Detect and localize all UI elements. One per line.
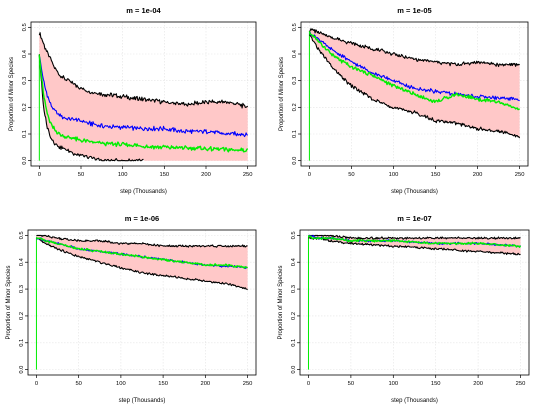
panel-title: m = 1e-04 [126,6,161,15]
plot-frame [30,21,257,167]
x-tick-label: 250 [243,381,253,387]
x-tick-label: 250 [243,172,253,178]
x-tick-label: 0 [308,172,311,178]
x-tick-label: 200 [473,172,483,178]
range-band [36,235,248,290]
x-tick-label: 150 [158,381,168,387]
x-axis-label: step (Thousands) [391,189,438,195]
panel-title: m = 1e-05 [397,6,431,15]
x-tick-label: 150 [431,381,441,387]
x-tick-label: 100 [118,172,128,178]
series-line-2 [308,31,520,102]
panel-title: m = 1e-07 [397,214,431,223]
y-tick-label: 0.0 [291,366,297,374]
y-tick-label: 0.3 [292,77,298,85]
y-tick-label: 0.5 [291,231,297,239]
x-axis-label: step (Thousands) [391,398,438,404]
x-tick-label: 100 [116,381,126,387]
y-tick-label: 0.2 [22,103,28,111]
y-tick-label: 0.5 [19,231,25,239]
series-line-1 [36,234,248,248]
series-line-3 [38,55,249,153]
y-tick-label: 0.0 [22,157,28,165]
y-tick-label: 0.1 [291,339,297,347]
y-tick-label: 0.3 [19,285,25,293]
series-line-3 [308,31,521,111]
range-band [309,28,520,139]
series-line-2 [38,55,249,138]
series-line-4 [309,34,521,139]
x-axis-label: step (Thousands) [119,398,166,404]
x-tick-label: 200 [473,381,483,387]
x-tick-label: 150 [159,172,169,178]
y-axis-label: Proportion of Minor Species [6,265,12,339]
range-band [39,32,248,161]
y-tick-label: 0.0 [19,366,25,374]
y-tick-label: 0.1 [292,130,298,138]
panel-4: 0 50 100 150 200 250 0.0 0.1 0.2 0.3 0.4 0.5 m = 1e-… [278,214,530,404]
x-tick-label: 0 [35,381,38,387]
y-tick-label: 0.0 [292,157,298,165]
y-axis-label: Proportion of Minor Species [278,265,284,339]
x-tick-label: 50 [348,381,354,387]
y-tick-label: 0.3 [22,77,28,85]
x-tick-label: 0 [307,381,310,387]
y-tick-label: 0.2 [19,312,25,320]
y-tick-label: 0.4 [292,49,298,58]
x-tick-label: 50 [348,172,354,178]
y-axis-label: Proportion of Minor Species [9,57,15,131]
y-tick-label: 0.2 [292,103,298,111]
y-tick-label: 0.1 [22,130,28,138]
series-line-4 [308,236,521,256]
y-axis-label: Proportion of Minor Species [279,57,285,131]
y-tick-label: 0.2 [291,312,297,320]
x-tick-label: 150 [431,172,441,178]
y-tick-label: 0.5 [292,23,298,31]
y-tick-label: 0.3 [291,285,297,293]
panel-title: m = 1e-06 [125,214,159,223]
x-tick-label: 100 [389,172,399,178]
y-tick-label: 0.4 [22,49,28,58]
plot-frame [300,21,529,167]
x-tick-label: 250 [516,381,526,387]
x-tick-label: 200 [200,381,210,387]
panel-3: 0 50 100 150 200 250 0.0 0.1 0.2 0.3 0.4 0.5 m = 1e-… [6,214,257,404]
y-tick-label: 0.4 [19,257,25,266]
series-line-1 [308,28,520,68]
panel-1: 0 50 100 150 200 250 0.0 0.1 0.2 0.3 0.4 0.5 m = 1e-… [9,6,257,195]
x-axis-label: step (Thousands) [120,189,167,195]
y-tick-label: 0.5 [22,23,28,31]
x-tick-label: 200 [201,172,211,178]
series-line-1 [308,234,521,240]
series-line-3 [307,234,522,248]
y-tick-label: 0.4 [291,257,297,266]
series-line-4 [38,54,144,162]
plot-frame [299,229,530,376]
x-tick-label: 50 [78,172,84,178]
panel-2: 0 50 100 150 200 250 0.0 0.1 0.2 0.3 0.4 0.5 m = 1e-… [279,6,529,195]
series-line-3 [35,236,248,269]
x-tick-label: 50 [75,381,81,387]
series-line-4 [36,237,248,291]
series-line-1 [38,32,249,109]
x-tick-label: 250 [515,172,525,178]
x-tick-label: 100 [388,381,398,387]
y-tick-label: 0.1 [19,339,25,347]
plot-frame [27,229,257,376]
x-tick-label: 0 [38,172,41,178]
